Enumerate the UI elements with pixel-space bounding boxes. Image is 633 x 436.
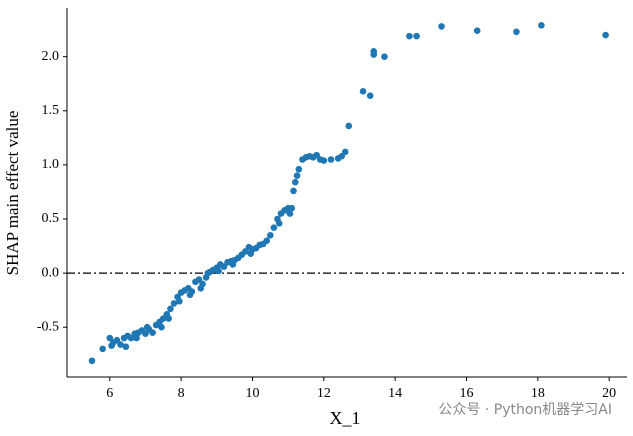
- x-tick-label: 16: [459, 386, 473, 401]
- point: [359, 88, 367, 95]
- x-tick-label: 12: [317, 386, 331, 401]
- y-tick-label: -0.5: [37, 319, 59, 334]
- point: [204, 269, 212, 277]
- point: [341, 148, 349, 156]
- point: [288, 204, 296, 212]
- point: [143, 323, 151, 331]
- y-tick-label: 0.5: [42, 211, 60, 226]
- point: [197, 284, 205, 292]
- x-tick-label: 8: [178, 386, 185, 401]
- point: [366, 92, 374, 99]
- point: [122, 343, 130, 351]
- y-tick-label: 0.0: [42, 265, 60, 280]
- point: [381, 53, 388, 60]
- point: [158, 323, 165, 331]
- x-tick-label: 6: [106, 386, 113, 401]
- point: [133, 334, 140, 342]
- y-tick-label: 1.0: [42, 157, 60, 172]
- x-tick-label: 20: [602, 386, 616, 401]
- point: [286, 210, 294, 217]
- point: [99, 345, 106, 353]
- point: [165, 315, 172, 322]
- point: [186, 291, 194, 299]
- point: [149, 329, 156, 336]
- point: [413, 32, 420, 40]
- y-axis-label: SHAP main effect value: [3, 111, 22, 276]
- point: [229, 261, 237, 268]
- point: [88, 357, 96, 365]
- point: [117, 341, 124, 348]
- point: [176, 297, 183, 305]
- point: [370, 51, 378, 58]
- point: [275, 220, 283, 227]
- x-axis-label: X_1: [330, 408, 361, 428]
- point: [602, 31, 609, 39]
- point: [327, 156, 335, 163]
- point: [108, 342, 115, 349]
- x-tick-label: 10: [245, 386, 259, 401]
- point: [291, 178, 299, 186]
- watermark: 公众号 · Python机器学习AI: [438, 402, 612, 418]
- point: [293, 172, 301, 180]
- point: [263, 237, 271, 244]
- point: [270, 224, 278, 231]
- point: [215, 267, 222, 275]
- point: [170, 300, 178, 307]
- point: [247, 250, 254, 257]
- point: [295, 165, 303, 173]
- point: [513, 28, 520, 36]
- y-tick-label: 1.5: [42, 103, 60, 118]
- point: [473, 27, 481, 35]
- point: [345, 122, 353, 130]
- point: [167, 305, 174, 313]
- y-tick-label: 2.0: [42, 49, 60, 64]
- point: [438, 23, 445, 30]
- point: [320, 157, 328, 164]
- point: [538, 22, 545, 29]
- point: [267, 231, 274, 239]
- x-tick-label: 14: [388, 386, 402, 401]
- point: [406, 32, 413, 40]
- x-tick-label: 18: [531, 386, 545, 401]
- point: [290, 187, 297, 195]
